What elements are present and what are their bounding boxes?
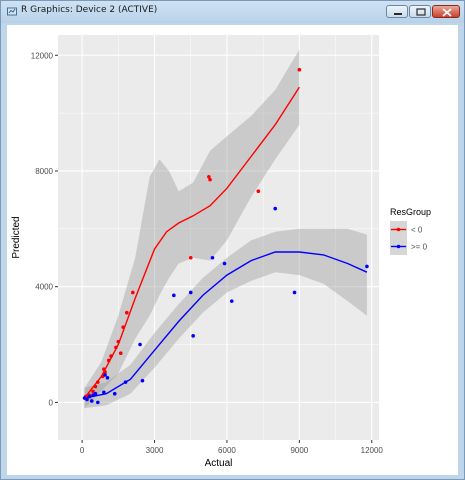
data-point	[188, 290, 193, 295]
data-point	[96, 380, 100, 384]
close-button[interactable]	[432, 5, 460, 18]
data-point	[140, 378, 145, 383]
x-tick-label: 9000	[290, 446, 308, 455]
data-point	[124, 310, 129, 315]
data-point	[131, 290, 135, 295]
data-point	[109, 354, 113, 358]
data-point	[105, 376, 110, 380]
legend-label: >= 0	[411, 243, 428, 252]
data-point	[85, 397, 89, 402]
y-tick-label: 0	[49, 398, 54, 407]
data-point	[87, 394, 92, 399]
minimize-button[interactable]	[386, 5, 408, 18]
y-tick-label: 4000	[35, 283, 53, 292]
data-point	[93, 384, 98, 389]
confidence-band-positive	[84, 228, 367, 409]
close-icon	[442, 8, 452, 17]
plot-panel	[58, 35, 379, 440]
x-tick-label: 12000	[361, 446, 384, 455]
data-point	[273, 206, 278, 211]
title-bar[interactable]: R Graphics: Device 2 (ACTIVE)	[1, 1, 464, 23]
chart: 0 3000 6000 9000 12000 0 4000 8000 12000 Actual Pr…	[11, 35, 431, 469]
data-point	[191, 334, 195, 338]
data-point	[102, 367, 106, 371]
maximize-button[interactable]	[409, 5, 431, 18]
data-point	[96, 400, 100, 405]
x-tick-label: 6000	[218, 446, 236, 455]
data-point	[106, 358, 111, 363]
legend-label: < 0	[411, 226, 423, 235]
data-point	[229, 299, 234, 303]
x-axis-title: Actual	[205, 458, 233, 469]
trend-line-positive	[84, 251, 368, 399]
data-point	[256, 189, 261, 194]
x-tick-label: 3000	[146, 446, 164, 455]
data-point	[103, 370, 107, 374]
data-point	[89, 399, 94, 403]
data-point	[297, 67, 302, 72]
data-point	[138, 342, 142, 347]
y-tick-label: 12000	[31, 51, 54, 60]
confidence-band-negative	[84, 49, 300, 409]
data-point	[112, 391, 117, 396]
legend-key-point	[396, 244, 401, 249]
data-point	[208, 177, 212, 182]
data-point	[172, 293, 176, 298]
y-axis-title: Predicted	[11, 216, 22, 258]
data-point	[93, 391, 98, 396]
legend-key-point	[396, 227, 401, 232]
data-point	[121, 325, 125, 329]
data-point	[116, 339, 121, 344]
y-tick-label: 8000	[35, 167, 53, 176]
data-point	[188, 255, 193, 260]
window-title: R Graphics: Device 2 (ACTIVE)	[21, 5, 158, 15]
data-point	[118, 351, 123, 356]
data-point	[207, 174, 211, 179]
plot-area: 0 3000 6000 9000 12000 0 4000 8000 12000 Actual Pr…	[7, 25, 458, 475]
data-point	[210, 255, 215, 260]
data-point	[222, 261, 227, 266]
data-point	[103, 373, 107, 377]
minimize-icon	[394, 13, 402, 15]
x-tick-label: 0	[80, 446, 85, 455]
data-point	[123, 380, 128, 384]
trend-line-negative	[83, 86, 300, 399]
maximize-icon	[416, 8, 426, 16]
data-point	[365, 264, 369, 269]
r-graphics-icon	[7, 7, 17, 16]
data-point	[292, 290, 297, 295]
data-point	[102, 390, 106, 395]
data-point	[91, 389, 95, 394]
data-point	[114, 345, 118, 350]
legend-title: ResGroup	[390, 207, 431, 217]
